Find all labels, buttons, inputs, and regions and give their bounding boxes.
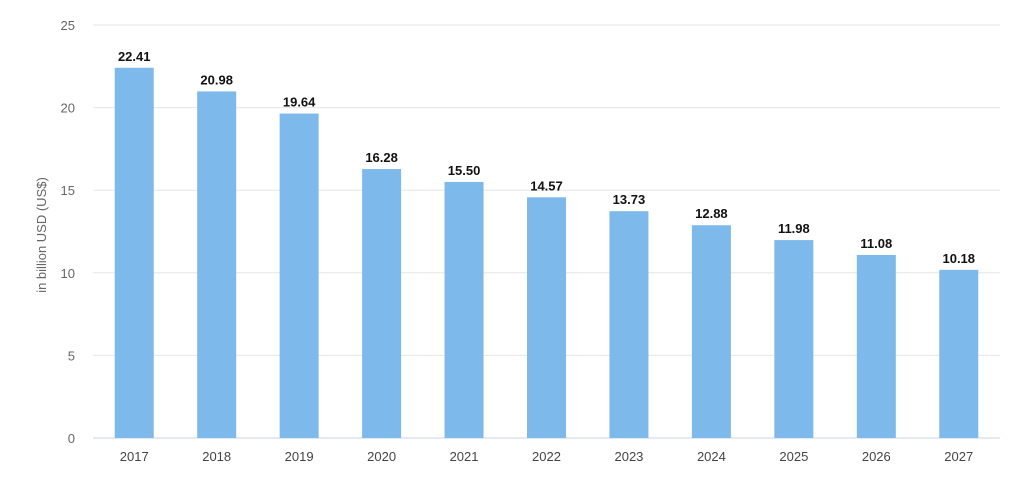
data-label: 11.98 — [778, 221, 810, 236]
x-tick-label: 2023 — [614, 449, 643, 464]
data-label: 14.57 — [530, 178, 563, 193]
data-label: 12.88 — [695, 206, 728, 221]
y-tick-label: 10 — [61, 266, 75, 281]
x-tick-label: 2017 — [120, 449, 149, 464]
y-axis-label: in billion USD (US$) — [34, 177, 49, 293]
x-tick-label: 2026 — [862, 449, 891, 464]
y-tick-label: 20 — [61, 101, 75, 116]
data-label: 13.73 — [613, 192, 646, 207]
y-tick-label: 15 — [61, 183, 75, 198]
bar-2027[interactable] — [939, 269, 979, 438]
x-tick-label: 2019 — [285, 449, 314, 464]
bar-2025[interactable] — [774, 240, 814, 438]
data-label: 19.64 — [283, 95, 316, 110]
bar-2020[interactable] — [362, 169, 402, 439]
x-axis-ticks: 2017 2018 2019 2020 2021 2022 2023 2024 2025 2026… — [120, 449, 973, 464]
x-tick-label: 2021 — [450, 449, 479, 464]
x-tick-label: 2020 — [367, 449, 396, 464]
data-labels: 22.41 20.98 19.64 16.28 15.50 14.57 13.73 12.88… — [118, 49, 975, 266]
x-tick-label: 2018 — [202, 449, 231, 464]
x-tick-label: 2022 — [532, 449, 561, 464]
y-tick-label: 5 — [68, 348, 75, 363]
bars — [114, 67, 979, 439]
data-label: 11.08 — [860, 236, 892, 251]
x-tick-label: 2024 — [697, 449, 726, 464]
bar-2021[interactable] — [444, 181, 484, 438]
data-label: 16.28 — [365, 150, 398, 165]
y-tick-label: 25 — [61, 18, 75, 33]
bar-2018[interactable] — [197, 91, 237, 438]
bar-2024[interactable] — [691, 225, 731, 438]
bar-2019[interactable] — [279, 113, 319, 438]
data-label: 10.18 — [942, 251, 975, 266]
data-label: 15.50 — [448, 163, 481, 178]
y-tick-label: 0 — [68, 431, 75, 446]
bar-2017[interactable] — [114, 67, 154, 438]
y-axis-ticks: 0 5 10 15 20 25 — [61, 18, 75, 446]
bar-2026[interactable] — [856, 254, 896, 438]
data-label: 22.41 — [118, 49, 151, 64]
bar-2023[interactable] — [609, 211, 649, 438]
x-tick-label: 2027 — [944, 449, 973, 464]
data-label: 20.98 — [200, 72, 233, 87]
bar-2022[interactable] — [527, 197, 566, 438]
x-tick-label: 2025 — [779, 449, 808, 464]
